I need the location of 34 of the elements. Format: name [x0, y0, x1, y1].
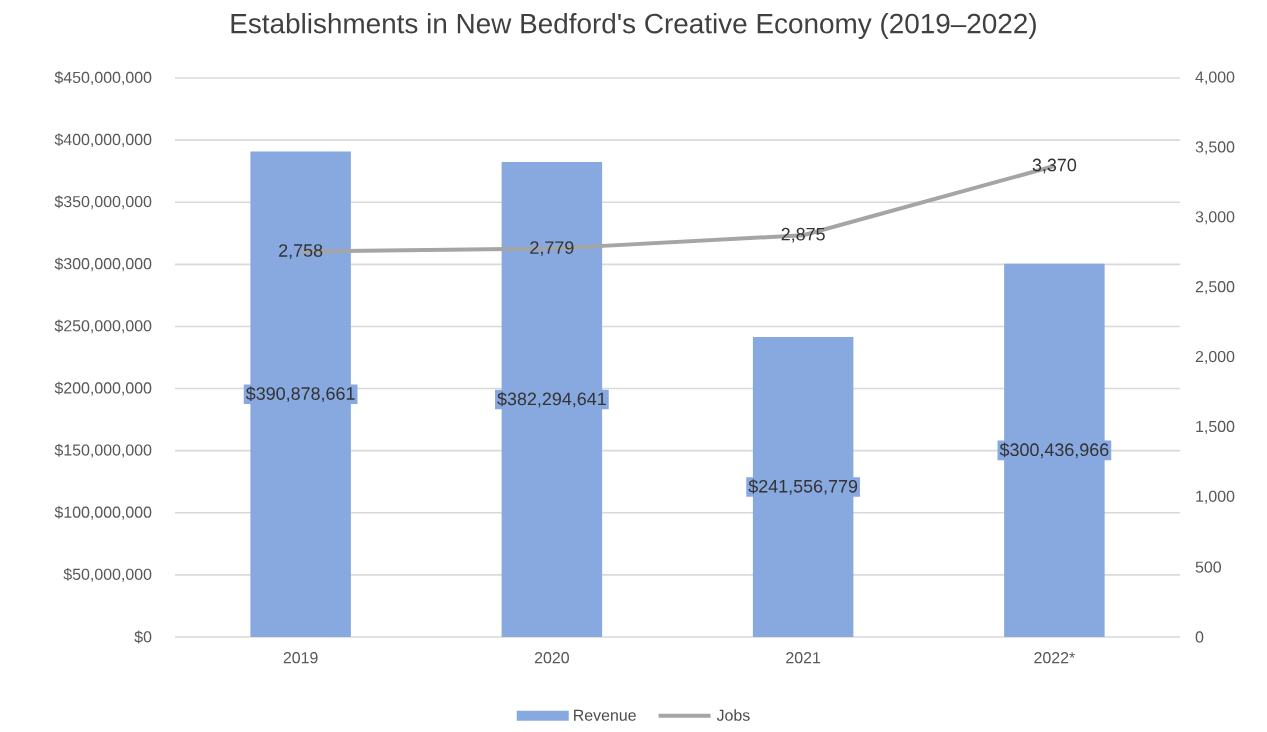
- x-tick-label: 2020: [534, 652, 569, 664]
- y-tick-label: $100,000,000: [54, 505, 152, 520]
- data-label: 2,875: [781, 227, 825, 243]
- y2-tick-label: 2,500: [1195, 281, 1235, 295]
- legend-label: Jobs: [716, 709, 750, 721]
- data-label: $390,878,661: [245, 386, 355, 402]
- x-tick-label: 2022*: [1034, 652, 1075, 664]
- y-tick-label: $350,000,000: [54, 195, 152, 210]
- y2-tick-label: 2,000: [1195, 350, 1235, 365]
- y2-tick-label: 0: [1195, 631, 1204, 643]
- y2-tick-label: 3,000: [1195, 211, 1235, 225]
- data-label: 2,758: [279, 244, 323, 259]
- x-tick-label: 2021: [786, 652, 821, 664]
- x-tick-label: 2019: [283, 652, 318, 664]
- data-label: $382,294,641: [497, 391, 606, 408]
- y2-tick-label: 500: [1195, 561, 1222, 573]
- y-tick-label: $300,000,000: [54, 257, 152, 272]
- legend-label: Revenue: [574, 709, 636, 721]
- data-label: $300,436,966: [999, 442, 1109, 459]
- data-label: 3,370: [1032, 158, 1077, 174]
- y-tick-label: $400,000,000: [54, 133, 152, 148]
- y-tick-label: $0: [134, 630, 152, 644]
- y2-tick-label: 4,000: [1195, 71, 1235, 85]
- y2-tick-label: 3,500: [1195, 141, 1235, 155]
- y-tick-label: $50,000,000: [63, 567, 152, 582]
- data-label: $241,556,779: [748, 479, 858, 495]
- y2-tick-label: 1,000: [1196, 490, 1235, 504]
- y-tick-label: $200,000,000: [54, 381, 152, 396]
- chart-title: Establishments in New Bedford's Creative Economy (2019–2022): [231, 12, 1036, 39]
- y-tick-label: $250,000,000: [54, 319, 152, 334]
- y-tick-label: $150,000,000: [54, 443, 152, 458]
- y-tick-label: $450,000,000: [54, 71, 152, 85]
- y2-tick-label: 1,500: [1196, 420, 1235, 434]
- data-label: 2,779: [530, 241, 574, 257]
